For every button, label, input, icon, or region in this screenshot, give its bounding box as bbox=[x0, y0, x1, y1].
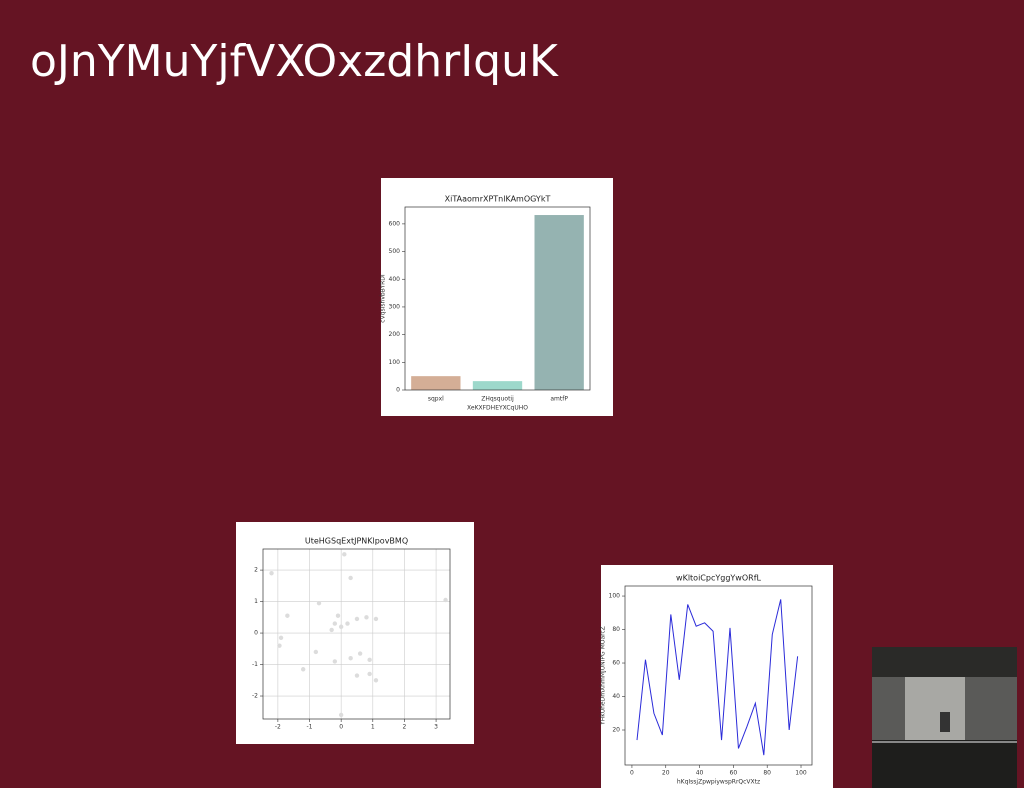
y-axis-label: cVqsIshvbBYRDI bbox=[380, 274, 387, 323]
x-tick-label: 0 bbox=[339, 724, 343, 731]
scatter-point bbox=[367, 671, 372, 677]
x-tick-label: 2 bbox=[403, 724, 407, 731]
x-tick-label: amtfP bbox=[550, 396, 568, 403]
y-tick-label: 80 bbox=[612, 626, 620, 633]
y-tick-label: 100 bbox=[389, 359, 401, 366]
scatter-point bbox=[316, 600, 322, 606]
chart: XiTAaomrXPTnlKAmOGYkT 0 100 200 300 400 500 600… bbox=[380, 178, 613, 416]
scatter-point bbox=[329, 627, 334, 633]
scatter-point bbox=[277, 643, 282, 648]
y-tick-label: 0 bbox=[254, 630, 258, 637]
scatter-point bbox=[354, 673, 360, 678]
y-tick-label: -1 bbox=[252, 661, 258, 668]
y-tick-label: 0 bbox=[396, 387, 400, 394]
y-tick-label: 2 bbox=[254, 567, 258, 574]
x-tick-label: 3 bbox=[434, 724, 438, 731]
chart-title: XiTAaomrXPTnlKAmOGYkT bbox=[445, 195, 551, 204]
scatter-point bbox=[285, 613, 290, 618]
scatter-point bbox=[338, 624, 344, 629]
scatter-point bbox=[373, 678, 379, 683]
plot-frame bbox=[624, 585, 813, 766]
y-tick-label: 1 bbox=[254, 598, 258, 605]
x-tick-label: -1 bbox=[307, 724, 313, 731]
x-axis-label: hKqIssjZpwpiywspRrQcVXtz bbox=[677, 779, 760, 786]
scatter-point bbox=[300, 667, 306, 672]
y-tick-label: 300 bbox=[389, 303, 401, 310]
x-tick-label: -2 bbox=[275, 724, 281, 731]
bar bbox=[534, 215, 584, 390]
photo bbox=[872, 647, 1017, 788]
chart: UteHGSqExtJPNKlpovBMQ -2 -1 0 1 2 -2 -1 0 1 2 3 bbox=[236, 522, 474, 744]
x-axis-label: XeKXFDHEYXCqUHO bbox=[467, 405, 528, 412]
x-tick-label: ZHqsquotij bbox=[481, 396, 514, 403]
x-tick-label: 40 bbox=[696, 770, 704, 777]
bar bbox=[472, 381, 523, 390]
x-tick-label: 60 bbox=[730, 770, 738, 777]
x-tick-label: 1 bbox=[371, 724, 375, 731]
x-tick-label: sqpxl bbox=[428, 396, 444, 403]
plot-frame bbox=[262, 548, 451, 720]
scatter-point bbox=[364, 615, 369, 620]
scatter-point bbox=[354, 616, 360, 622]
y-tick-label: 100 bbox=[609, 593, 621, 600]
scatter-point bbox=[357, 651, 363, 656]
y-tick-label: 20 bbox=[612, 727, 620, 734]
y-tick-label: -2 bbox=[252, 693, 258, 700]
scatter-point bbox=[373, 616, 379, 622]
scatter-point bbox=[269, 571, 274, 576]
scatter-point bbox=[278, 635, 284, 640]
bar bbox=[411, 376, 461, 390]
scatter-point bbox=[338, 712, 344, 718]
chart-title: UteHGSqExtJPNKlpovBMQ bbox=[305, 537, 408, 546]
line-series bbox=[636, 599, 799, 756]
chart: wKltoiCpcYggYwORfL 20 40 60 80 100 0 20 40 60 80 10… bbox=[600, 565, 833, 788]
chart-title: wKltoiCpcYggYwORfL bbox=[676, 574, 761, 583]
y-tick-label: 40 bbox=[612, 693, 620, 700]
x-tick-label: 80 bbox=[763, 770, 771, 777]
scatter-point bbox=[367, 657, 372, 663]
scatter-point bbox=[443, 597, 448, 603]
scatter-point bbox=[335, 613, 341, 618]
y-tick-label: 400 bbox=[389, 276, 401, 283]
scatter-point bbox=[345, 621, 350, 626]
x-tick-label: 20 bbox=[662, 770, 670, 777]
x-tick-label: 0 bbox=[630, 770, 634, 777]
y-tick-label: 200 bbox=[389, 331, 401, 338]
x-tick-label: 100 bbox=[795, 770, 807, 777]
scatter-point bbox=[332, 621, 338, 626]
scatter-point bbox=[313, 649, 319, 655]
y-tick-label: 60 bbox=[612, 660, 620, 667]
scatter-point bbox=[348, 575, 353, 581]
plot-frame bbox=[404, 206, 591, 391]
y-tick-label: 600 bbox=[389, 220, 401, 227]
scatter-point bbox=[342, 552, 347, 557]
y-tick-label: 500 bbox=[389, 248, 401, 255]
scatter-point bbox=[332, 659, 338, 664]
slide-title: oJnYMuYjfVXOxzdhrIquK bbox=[30, 36, 559, 87]
y-axis-label: YHkUheDmXhmMJUNIPG MOarcZ bbox=[600, 626, 607, 726]
scatter-point bbox=[348, 656, 353, 661]
